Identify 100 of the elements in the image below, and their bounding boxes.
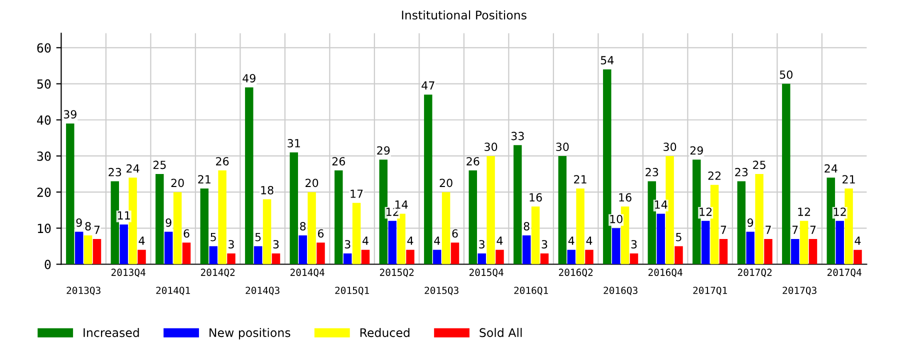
data-label: 29 — [377, 146, 390, 155]
data-label: 10 — [610, 214, 622, 224]
bar — [262, 199, 272, 264]
data-label: 12 — [798, 208, 810, 216]
bar — [432, 250, 442, 264]
bar — [666, 156, 674, 264]
data-label: 26 — [332, 157, 346, 166]
bar — [84, 235, 92, 264]
data-label: 17 — [350, 190, 363, 198]
bar — [674, 246, 683, 264]
bar — [352, 202, 361, 264]
x-tick-label: 2017Q3 — [782, 286, 816, 296]
bar — [844, 188, 853, 264]
bar — [468, 170, 478, 264]
data-label: 11 — [118, 211, 130, 220]
x-tick-label: 2015Q2 — [380, 268, 414, 278]
x-tick-label: 2015Q3 — [424, 286, 458, 296]
bar — [656, 214, 665, 264]
data-label: 4 — [586, 236, 592, 245]
bar — [450, 242, 460, 264]
x-tick-label: 2014Q3 — [246, 286, 280, 296]
x-tick-label: 2014Q2 — [200, 268, 235, 278]
data-label: 21 — [842, 175, 855, 184]
data-label: 12 — [700, 208, 712, 216]
data-label: 3 — [542, 240, 548, 248]
bar — [790, 238, 800, 264]
bar — [218, 170, 226, 264]
data-label: 8 — [85, 222, 91, 230]
bar — [173, 192, 182, 264]
bar — [620, 206, 630, 264]
data-label: 4 — [362, 236, 368, 245]
legend-label: Increased — [84, 328, 139, 338]
data-label: 18 — [261, 186, 274, 194]
x-tick-label: 2013Q3 — [66, 286, 100, 296]
bar — [316, 242, 325, 264]
data-label: 8 — [524, 222, 530, 230]
bar — [343, 253, 352, 264]
bar — [290, 152, 298, 264]
data-label: 7 — [720, 226, 726, 234]
bar — [496, 250, 504, 264]
bar — [531, 206, 540, 264]
bar — [522, 235, 531, 264]
data-label: 21 — [574, 175, 586, 184]
data-label: 23 — [735, 168, 748, 176]
x-tick-label: 2013Q4 — [111, 268, 146, 278]
bar — [92, 238, 102, 264]
bar — [567, 250, 576, 264]
bar — [576, 188, 584, 264]
x-tick-label: 2014Q1 — [156, 286, 190, 296]
bar — [74, 232, 84, 264]
data-label: 26 — [466, 157, 480, 166]
data-label: 3 — [344, 240, 350, 248]
data-label: 23 — [108, 168, 122, 176]
data-label: 23 — [646, 168, 658, 176]
x-tick-label: 2015Q1 — [335, 286, 369, 296]
x-tick-label: 2017Q2 — [738, 268, 772, 278]
data-label: 4 — [407, 236, 414, 245]
bar — [808, 238, 818, 264]
data-label: 4 — [138, 236, 145, 245]
bar — [138, 250, 146, 264]
bar — [272, 253, 280, 264]
bar — [540, 253, 549, 264]
bar — [764, 238, 772, 264]
data-label: 50 — [780, 70, 792, 79]
x-tick-label: 2016Q3 — [604, 286, 638, 296]
data-label: 9 — [76, 218, 82, 227]
legend-label: New positions — [210, 328, 290, 340]
bar — [478, 253, 486, 264]
bar — [182, 242, 191, 264]
bar — [164, 232, 173, 264]
bar — [719, 238, 728, 264]
data-label: 6 — [452, 229, 458, 238]
bar — [156, 174, 164, 264]
bar — [630, 253, 638, 264]
data-label: 25 — [753, 160, 766, 170]
legend-label: Sold All — [480, 328, 522, 338]
bar — [442, 192, 450, 264]
data-label: 20 — [306, 178, 318, 188]
bar — [424, 94, 432, 264]
x-tick-label: 2014Q4 — [290, 268, 324, 278]
bar — [227, 253, 236, 264]
bar — [254, 246, 262, 264]
data-label: 5 — [676, 233, 682, 242]
y-tick-label: 40 — [37, 115, 51, 125]
data-label: 3 — [479, 240, 484, 248]
bar — [514, 145, 522, 264]
data-label: 8 — [300, 222, 306, 230]
bar — [406, 250, 414, 264]
bar — [854, 250, 862, 264]
bar — [826, 178, 836, 264]
data-label: 6 — [184, 229, 190, 238]
bar — [128, 178, 137, 264]
data-label: 7 — [94, 226, 100, 234]
data-label: 4 — [496, 236, 503, 245]
data-label: 29 — [690, 146, 703, 155]
bar — [245, 87, 254, 264]
y-tick-label: 10 — [38, 224, 51, 234]
data-label: 24 — [824, 164, 838, 173]
bar — [308, 192, 316, 264]
data-label: 12 — [386, 208, 398, 216]
